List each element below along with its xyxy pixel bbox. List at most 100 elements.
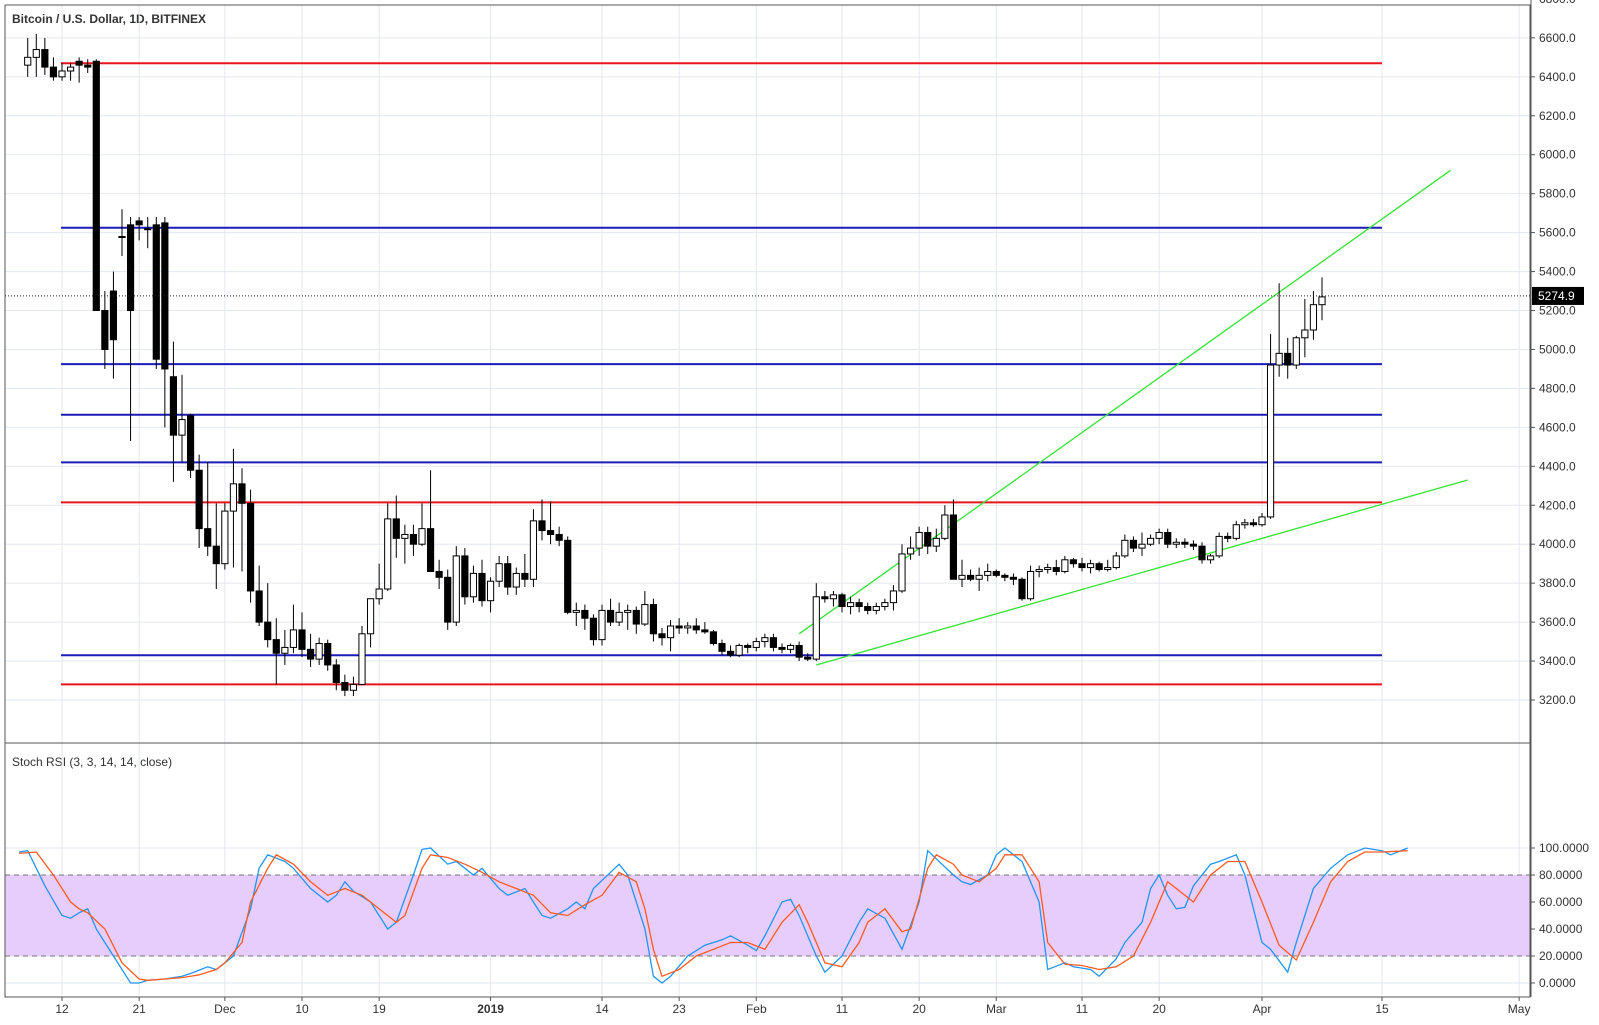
candle-body [426,528,435,572]
horizontal-levels[interactable] [61,62,1382,686]
candle-body [1104,567,1112,571]
candle-body [289,629,298,648]
candle-body [589,617,598,641]
candle-body [1138,543,1146,549]
price-tick-label: 4000.0 [1539,537,1576,551]
candle [1018,577,1026,601]
candle [1215,532,1223,558]
candle [735,643,743,658]
candle [1104,559,1112,572]
candle [1292,335,1300,369]
trendlines[interactable] [798,169,1468,666]
trendline [816,479,1468,666]
candle-body [821,596,829,600]
candle [1164,528,1172,549]
stoch-rsi-axis[interactable]: 100.0000 80.0000 60.0000 40.0000 20.0000 0.00… [1531,841,1589,990]
candle [1009,573,1018,586]
candle [521,553,529,588]
candle-body [1215,535,1223,557]
candle-body [641,604,649,625]
candlesticks [24,33,1326,697]
candle-body [41,49,49,68]
candle [1224,532,1232,543]
candle-body [306,648,315,660]
candle-body [1249,522,1258,526]
candle [169,341,178,482]
candle-body [375,588,383,600]
candle-body [958,574,966,580]
candle-body [204,528,212,547]
candle-body [1086,563,1095,569]
candle [709,629,718,646]
candle-body [555,533,563,541]
candle-body [658,633,666,639]
rsi-tick-label: 0.0000 [1539,976,1576,990]
candle [306,633,315,667]
candle-body [255,590,263,623]
candle-body [649,604,658,635]
candle-body [272,639,280,654]
candle-body [384,518,392,590]
stoch-rsi-d-line [19,850,1408,981]
candle [726,645,735,658]
rsi-tick-label: 80.0000 [1539,868,1583,882]
candle-body [358,633,366,685]
candle [846,596,855,615]
candle [1258,513,1266,527]
candle-body [1266,364,1275,518]
candle [392,495,400,558]
candle [1232,520,1240,541]
candle [195,454,203,549]
time-tick-label: Dec [214,1002,235,1016]
candle-body [1275,352,1283,366]
candle [126,217,135,441]
candle [795,641,803,662]
candle [1318,277,1326,321]
candle [444,569,452,630]
candle [1061,555,1069,574]
candle-body [264,621,272,641]
price-tick-label: 5000.0 [1539,342,1576,356]
time-tick-label: Feb [746,1002,767,1016]
candle [546,501,555,545]
candle [598,604,606,646]
candle [812,583,820,662]
candle-body [221,510,229,565]
candle-body [898,553,906,592]
candle-body [1284,352,1292,366]
candle [606,598,615,626]
price-axis[interactable]: 3200.0 3400.0 3600.0 3800.0 4000.0 4200.0 4400… [1531,0,1576,707]
time-axis[interactable]: 12 21 Dec 10 19 2019 14 23 Feb 11 20 Mar 11 20 Apr 15 Ma… [55,997,1530,1016]
candle [495,555,503,588]
candle-body [401,533,409,539]
price-tick-label: 6600.0 [1539,31,1576,45]
rsi-tick-label: 100.0000 [1539,841,1589,855]
candle [152,217,160,369]
rsi-tick-label: 20.0000 [1539,949,1583,963]
time-tick-label: 11 [1076,1002,1089,1016]
candle [32,33,40,77]
candle [855,598,863,613]
candle [255,565,263,626]
candle-body [1061,559,1069,572]
candle [761,633,769,648]
candle [401,524,409,564]
candle [1069,557,1078,568]
candle-body [718,643,726,652]
candle-body [992,570,1000,576]
candle-body [169,376,178,436]
candle-body [178,419,186,436]
candle [984,563,992,582]
candle-body [1309,304,1318,331]
candle [838,592,846,613]
candle [41,37,49,75]
candle-body [495,563,503,582]
candle [272,618,280,685]
price-tick-label: 3200.0 [1539,693,1576,707]
candle [915,526,923,556]
candle-body [1078,563,1086,569]
candle-body [418,528,426,545]
candle [469,565,478,603]
candle-body [281,646,289,654]
